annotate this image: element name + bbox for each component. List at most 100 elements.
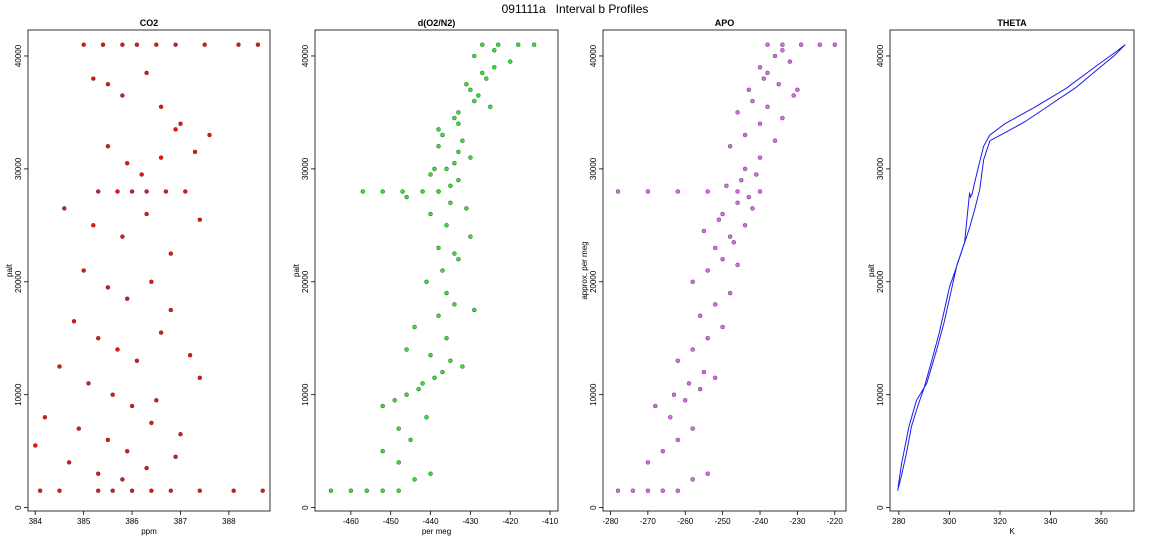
y-tick-label: 20000 [876, 270, 885, 293]
data-point [772, 53, 778, 59]
data-point [686, 381, 692, 386]
data-point [436, 189, 441, 194]
x-axis-label: K [1009, 527, 1015, 536]
data-point [765, 104, 770, 110]
data-point [120, 234, 125, 239]
data-point [110, 488, 115, 493]
y-tick-label: 0 [876, 505, 885, 510]
data-point [472, 98, 477, 104]
y-tick-label: 30000 [14, 157, 23, 180]
data-point [690, 426, 695, 431]
data-point [100, 42, 106, 47]
data-point [452, 251, 457, 256]
data-point [660, 488, 665, 493]
data-point [81, 268, 86, 273]
data-point [472, 307, 477, 313]
y-tick-label: 40000 [301, 44, 310, 67]
data-point [440, 268, 445, 273]
data-point [456, 110, 461, 115]
data-point [129, 488, 135, 493]
data-point [37, 488, 43, 493]
x-tick-label: 280 [892, 517, 906, 526]
x-tick-label: -450 [383, 517, 400, 526]
panel-title: APO [715, 18, 735, 28]
x-tick-label: -420 [502, 517, 519, 526]
data-point [735, 110, 740, 115]
y-tick-label: 40000 [589, 44, 598, 67]
data-point [731, 240, 736, 245]
data-point [57, 364, 62, 369]
data-point [713, 245, 718, 251]
data-point [742, 166, 748, 172]
data-point [440, 369, 445, 375]
data-point [452, 160, 457, 166]
x-axis-label: per meg [422, 527, 451, 536]
data-point [488, 104, 493, 110]
y-tick-label: 20000 [14, 270, 23, 293]
data-point [675, 189, 680, 194]
data-point [444, 290, 449, 296]
data-point [178, 432, 183, 437]
data-point [456, 149, 461, 155]
y-axis-label: palt [5, 263, 14, 277]
data-point [727, 290, 733, 296]
data-point [328, 488, 334, 493]
data-point [149, 488, 154, 493]
data-point [168, 307, 174, 313]
data-point [690, 347, 695, 352]
data-point [42, 415, 48, 420]
y-tick-label: 30000 [589, 157, 598, 180]
data-point [197, 488, 203, 493]
data-point [105, 285, 111, 290]
data-point [480, 70, 485, 76]
data-point [754, 172, 759, 177]
data-point [750, 98, 755, 104]
y-tick-label: 0 [14, 505, 23, 510]
y-tick-label: 30000 [301, 157, 310, 180]
data-point [380, 403, 385, 409]
data-point [448, 358, 453, 363]
data-point [496, 42, 501, 47]
data-point [178, 121, 183, 126]
plot-frame [314, 29, 559, 512]
data-point [727, 144, 733, 149]
data-point [115, 347, 120, 352]
data-point [197, 217, 203, 222]
x-tick-label: 386 [125, 517, 139, 526]
data-point [404, 347, 409, 352]
y-axis-label: approx. per meg [580, 241, 589, 299]
data-point [757, 65, 763, 70]
data-point [168, 251, 174, 256]
data-point [76, 426, 82, 431]
data-point [444, 336, 449, 341]
data-point [660, 449, 665, 454]
data-point [163, 189, 169, 194]
data-point [158, 104, 164, 110]
data-point [683, 398, 688, 403]
x-tick-label: -240 [752, 517, 769, 526]
data-point [95, 488, 101, 493]
data-point [772, 138, 778, 143]
x-tick-label: 300 [943, 517, 957, 526]
data-point [615, 488, 621, 493]
x-tick-label: -220 [827, 517, 844, 526]
y-tick-label: 40000 [876, 44, 885, 67]
panel-title: d(O2/N2) [418, 18, 456, 28]
data-point [746, 87, 751, 93]
data-point [129, 189, 135, 194]
data-point [757, 155, 763, 160]
data-point [124, 449, 130, 454]
data-point [158, 330, 164, 335]
data-point [432, 166, 437, 172]
data-point [675, 358, 680, 363]
data-point [173, 127, 178, 132]
data-point [95, 471, 101, 476]
data-point [675, 488, 680, 493]
data-point [115, 189, 120, 194]
data-point [139, 172, 144, 177]
panel-title: CO2 [140, 18, 159, 28]
data-point [91, 223, 96, 228]
data-point [120, 42, 125, 47]
data-point [705, 471, 710, 476]
data-point [202, 42, 207, 47]
